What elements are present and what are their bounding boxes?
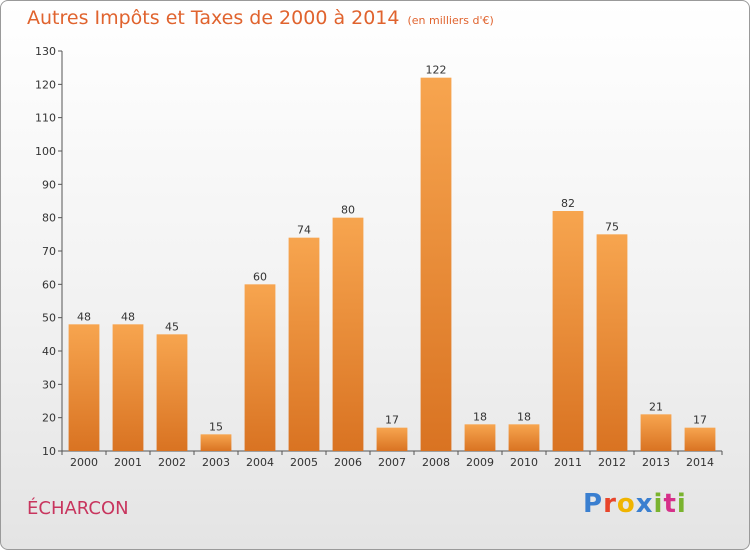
y-tick-label: 70 xyxy=(42,245,56,258)
proxiti-logo[interactable]: Proxiti xyxy=(583,489,687,519)
data-label-2002: 45 xyxy=(165,320,179,333)
x-tick-label: 2012 xyxy=(598,456,626,469)
bar-2006[interactable] xyxy=(332,217,364,451)
bar-2005[interactable] xyxy=(288,237,320,451)
commune-name: ÉCHARCON xyxy=(27,498,129,519)
x-tick-label: 2006 xyxy=(334,456,362,469)
x-tick-label: 2010 xyxy=(510,456,538,469)
data-label-2010: 18 xyxy=(517,410,531,423)
logo-letter: P xyxy=(583,489,604,519)
data-label-2013: 21 xyxy=(649,400,663,413)
data-label-2001: 48 xyxy=(121,310,135,323)
data-label-2014: 17 xyxy=(693,414,707,427)
data-label-2012: 75 xyxy=(605,220,619,233)
data-label-2008: 122 xyxy=(426,64,447,77)
y-tick-label: 40 xyxy=(42,345,56,358)
data-label-2005: 74 xyxy=(297,224,311,237)
x-tick-label: 2008 xyxy=(422,456,450,469)
bar-2013[interactable] xyxy=(640,414,672,451)
data-label-2004: 60 xyxy=(253,270,267,283)
bar-2001[interactable] xyxy=(112,324,144,451)
x-tick-label: 2011 xyxy=(554,456,582,469)
x-tick-label: 2007 xyxy=(378,456,406,469)
bars xyxy=(68,77,716,452)
bar-2004[interactable] xyxy=(244,284,276,451)
bar-2009[interactable] xyxy=(464,424,496,451)
data-label-2000: 48 xyxy=(77,310,91,323)
bar-2012[interactable] xyxy=(596,234,628,451)
data-label-2007: 17 xyxy=(385,414,399,427)
data-label-2011: 82 xyxy=(561,197,575,210)
x-tick-label: 2003 xyxy=(202,456,230,469)
data-label-2006: 80 xyxy=(341,204,355,217)
x-axis: 2000 2001 2002 2003 2004 2005 2006 2007 2008 2009… xyxy=(61,450,723,469)
bar-2007[interactable] xyxy=(376,427,408,451)
y-tick-label: 20 xyxy=(42,412,56,425)
bar-2008[interactable] xyxy=(420,77,452,452)
chart-title: Autres Impôts et Taxes de 2000 à 2014 xyxy=(27,7,400,29)
bar-2002[interactable] xyxy=(156,334,188,451)
x-tick-label: 2013 xyxy=(642,456,670,469)
bar-2003[interactable] xyxy=(200,434,232,451)
title-row: Autres Impôts et Taxes de 2000 à 2014 (en… xyxy=(27,7,494,29)
data-label-2003: 15 xyxy=(209,420,223,433)
y-tick-label: 90 xyxy=(42,178,56,191)
y-tick-label: 50 xyxy=(42,312,56,325)
logo-letter: i xyxy=(676,489,687,519)
y-tick-label: 110 xyxy=(35,112,56,125)
y-tick-label: 60 xyxy=(42,278,56,291)
logo-letter: t xyxy=(663,489,677,519)
y-tick-label: 120 xyxy=(35,78,56,91)
x-tick-label: 2001 xyxy=(114,456,142,469)
x-tick-label: 2014 xyxy=(686,456,714,469)
y-tick-label: 130 xyxy=(35,45,56,58)
y-tick-label: 10 xyxy=(42,445,56,458)
x-tick-label: 2005 xyxy=(290,456,318,469)
x-tick-label: 2002 xyxy=(158,456,186,469)
data-label-2009: 18 xyxy=(473,410,487,423)
logo-letter: i xyxy=(653,489,664,519)
bar-2014[interactable] xyxy=(684,427,716,451)
x-tick-label: 2009 xyxy=(466,456,494,469)
bar-2010[interactable] xyxy=(508,424,540,451)
x-tick-label: 2004 xyxy=(246,456,274,469)
logo-letter: r xyxy=(603,489,617,519)
bar-2000[interactable] xyxy=(68,324,100,451)
y-axis: 10 20 30 40 50 60 70 80 90 100 110 120 130 xyxy=(35,45,63,458)
y-tick-label: 100 xyxy=(35,145,56,158)
chart-subtitle: (en milliers d'€) xyxy=(407,14,494,27)
x-tick-label: 2000 xyxy=(70,456,98,469)
y-tick-label: 30 xyxy=(42,378,56,391)
y-tick-label: 80 xyxy=(42,212,56,225)
logo-letter: o xyxy=(616,489,636,519)
data-labels: 48 48 45 15 60 74 80 17 122 18 18 82 75 21 17 xyxy=(77,64,707,434)
bar-2011[interactable] xyxy=(552,211,584,451)
logo-letter: x xyxy=(635,489,654,519)
